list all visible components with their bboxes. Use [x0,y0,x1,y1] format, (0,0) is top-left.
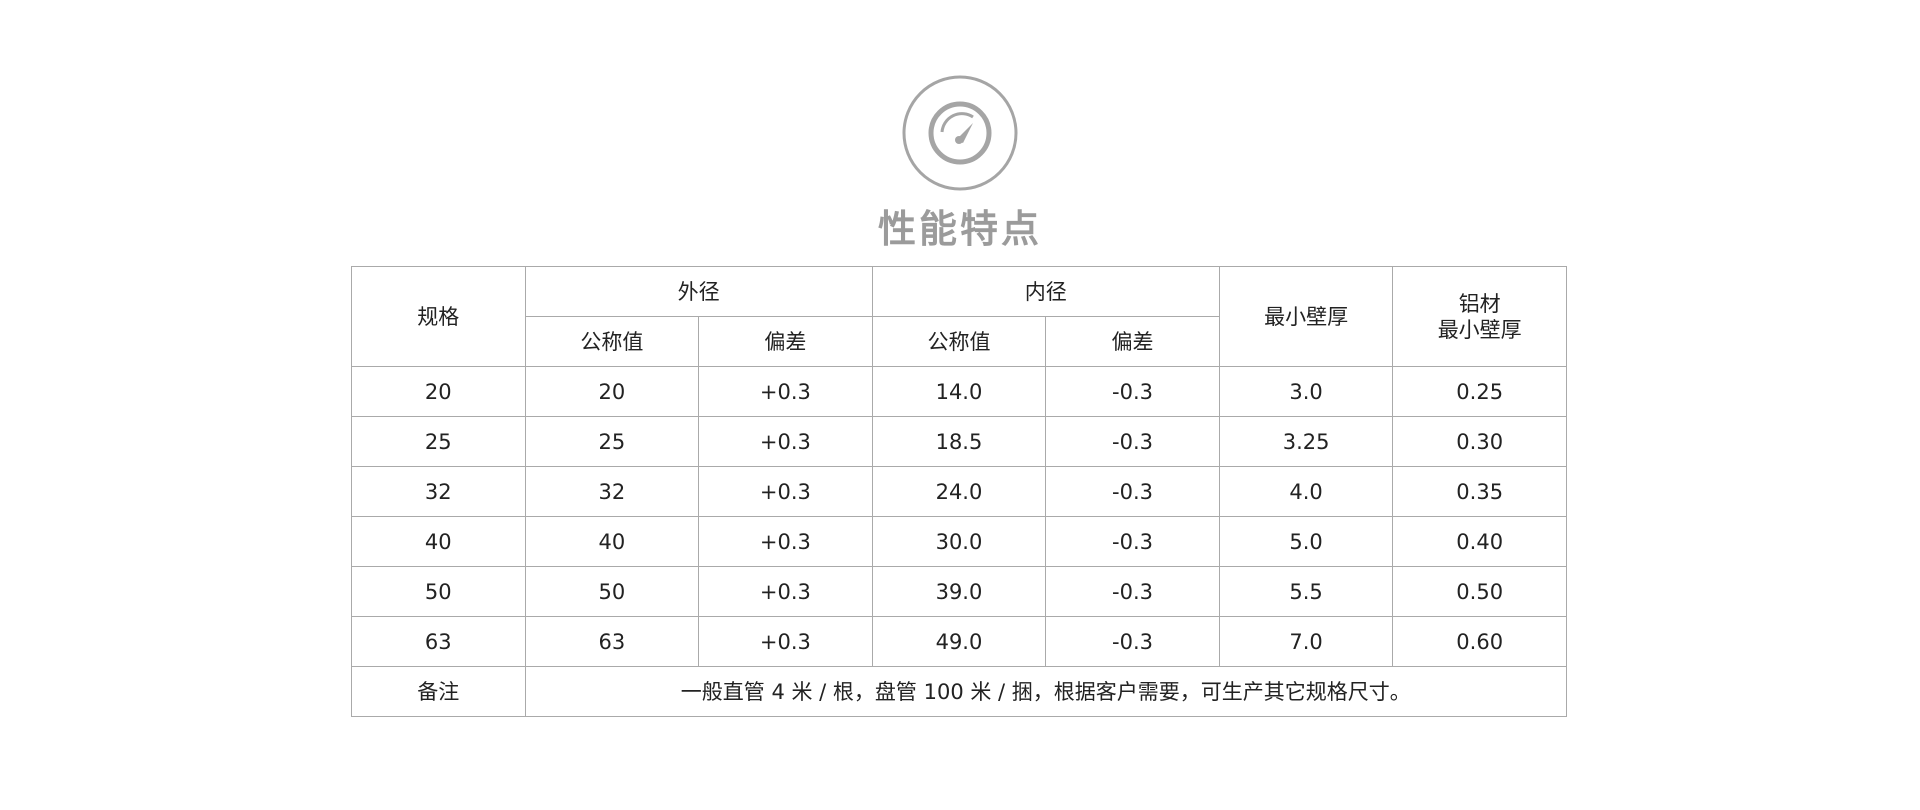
table-cell: 25 [351,416,526,467]
table-cell: 40 [351,516,526,567]
table-cell: 0.50 [1392,566,1567,617]
note-label: 备注 [351,666,526,717]
table-cell: -0.3 [1045,366,1220,417]
table-cell: 7.0 [1218,616,1394,667]
table-cell: 3.25 [1218,416,1394,467]
header-min-wall: 最小壁厚 [1218,266,1394,367]
header-spec: 规格 [351,266,526,367]
header-row: 规格 外径 内径 最小壁厚 铝材 最小壁厚 [351,266,1567,367]
table-cell: 0.25 [1392,366,1567,417]
table-cell: 39.0 [871,566,1047,617]
table-cell: 0.40 [1392,516,1567,567]
table-cell: +0.3 [698,616,873,667]
table-cell: 0.30 [1392,416,1567,467]
table-row: 63 63 +0.3 49.0 -0.3 7.0 0.60 [351,616,1567,667]
header-al-min-wall: 铝材 最小壁厚 [1392,266,1567,367]
table-cell: -0.3 [1045,566,1220,617]
table-cell: 4.0 [1218,466,1394,517]
subheader-row: 公称值 偏差 公称值 偏差 [352,316,1567,367]
header-outer-nominal: 公称值 [524,316,700,367]
table-cell: -0.3 [1045,416,1220,467]
table-cell: 50 [524,566,700,617]
table-cell: 32 [351,466,526,517]
table-cell: 14.0 [871,366,1047,417]
header-inner-nominal: 公称值 [871,316,1047,367]
section-title: 性能特点 [877,207,1042,251]
header-al-line1: 铝材 [1458,291,1501,316]
table-cell: 63 [351,616,526,667]
table-cell: 50 [351,566,526,617]
table-cell: +0.3 [698,416,873,467]
table-cell: 18.5 [871,416,1047,467]
table-cell: +0.3 [698,516,873,567]
table-row: 25 25 +0.3 18.5 -0.3 3.25 0.30 [351,416,1567,467]
table-cell: 0.60 [1392,616,1567,667]
table-cell: -0.3 [1045,616,1220,667]
table-cell: 5.5 [1218,566,1394,617]
table-cell: 32 [524,466,700,517]
table-row: 40 40 +0.3 30.0 -0.3 5.0 0.40 [351,516,1567,567]
header-inner-deviation: 偏差 [1045,316,1220,367]
table-row: 20 20 +0.3 14.0 -0.3 3.0 0.25 [351,366,1567,417]
table-cell: 63 [524,616,700,667]
header-al-line2: 最小壁厚 [1437,317,1522,342]
table-cell: +0.3 [698,366,873,417]
table-cell: 5.0 [1218,516,1394,567]
speedometer-icon [902,75,1018,191]
table-cell: -0.3 [1045,466,1220,517]
table-cell: 24.0 [871,466,1047,517]
table-cell: 20 [524,366,700,417]
table-cell: 49.0 [871,616,1047,667]
table-cell: +0.3 [698,566,873,617]
table-row: 50 50 +0.3 39.0 -0.3 5.5 0.50 [351,566,1567,617]
table-cell: 0.35 [1392,466,1567,517]
header-inner: 内径 [871,266,1220,317]
spec-table: 规格 外径 内径 最小壁厚 铝材 最小壁厚 公称值 偏差 公称值 偏差 20 20 +… [351,266,1568,717]
table-cell: +0.3 [698,466,873,517]
table-cell: 30.0 [871,516,1047,567]
header-outer: 外径 [524,266,873,317]
table-cell: 40 [524,516,700,567]
note-text: 一般直管 4 米 / 根，盘管 100 米 / 捆，根据客户需要，可生产其它规格… [524,666,1568,717]
table-cell: 20 [351,366,526,417]
table-cell: 3.0 [1218,366,1394,417]
table-cell: -0.3 [1045,516,1220,567]
table-cell: 25 [524,416,700,467]
header-outer-deviation: 偏差 [698,316,873,367]
table-row: 32 32 +0.3 24.0 -0.3 4.0 0.35 [351,466,1567,517]
note-row: 备注 一般直管 4 米 / 根，盘管 100 米 / 捆，根据客户需要，可生产其… [351,666,1568,717]
